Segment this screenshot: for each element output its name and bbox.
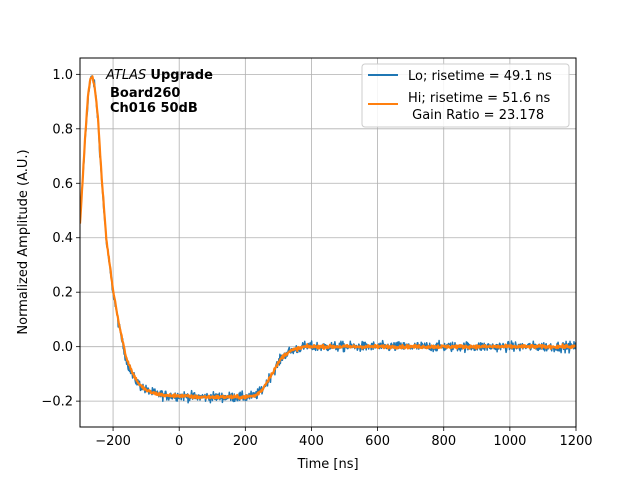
y-tick-label: 1.0 [52, 68, 73, 83]
series-layer [80, 75, 576, 404]
y-tick-label: 0.0 [52, 340, 73, 355]
y-tick-label: 0.6 [52, 177, 73, 192]
channel-label: Ch016 50dB [110, 101, 198, 116]
x-tick-label: 1200 [559, 434, 592, 449]
x-tick-label: 0 [175, 434, 183, 449]
series-line-hi [80, 75, 576, 400]
plot-frame [79, 57, 577, 428]
x-tick-label: 400 [299, 434, 324, 449]
legend-lo-label: Lo; risetime = 49.1 ns [408, 69, 552, 84]
x-tick-label: 1000 [493, 434, 526, 449]
legend-gain-label: Gain Ratio = 23.178 [408, 108, 544, 123]
upgrade-label: Upgrade [150, 68, 213, 83]
x-tick-label: 800 [431, 434, 456, 449]
x-tick-label: 200 [233, 434, 258, 449]
atlas-annotation: ATLAS Upgrade [105, 68, 213, 83]
atlas-label: ATLAS [105, 68, 146, 83]
y-axis-ticks: −0.2 0.0 0.2 0.4 0.6 0.8 1.0 [41, 68, 80, 410]
y-tick-label: −0.2 [41, 395, 73, 410]
x-tick-label: 600 [365, 434, 390, 449]
board-label: Board260 [110, 86, 180, 101]
y-tick-label: 0.4 [52, 231, 73, 246]
legend: Lo; risetime = 49.1 ns Hi; risetime = 51… [361, 63, 570, 128]
x-tick-label: −200 [95, 434, 131, 449]
y-tick-label: 0.8 [52, 122, 73, 137]
x-axis-label: Time [ns] [296, 457, 358, 472]
x-axis-ticks: −200 0 200 400 600 800 1000 1200 [95, 427, 593, 449]
legend-box [361, 63, 570, 128]
legend-hi-label: Hi; risetime = 51.6 ns [408, 91, 550, 106]
y-axis-label: Normalized Amplitude (A.U.) [16, 149, 31, 334]
y-tick-label: 0.2 [52, 286, 73, 301]
